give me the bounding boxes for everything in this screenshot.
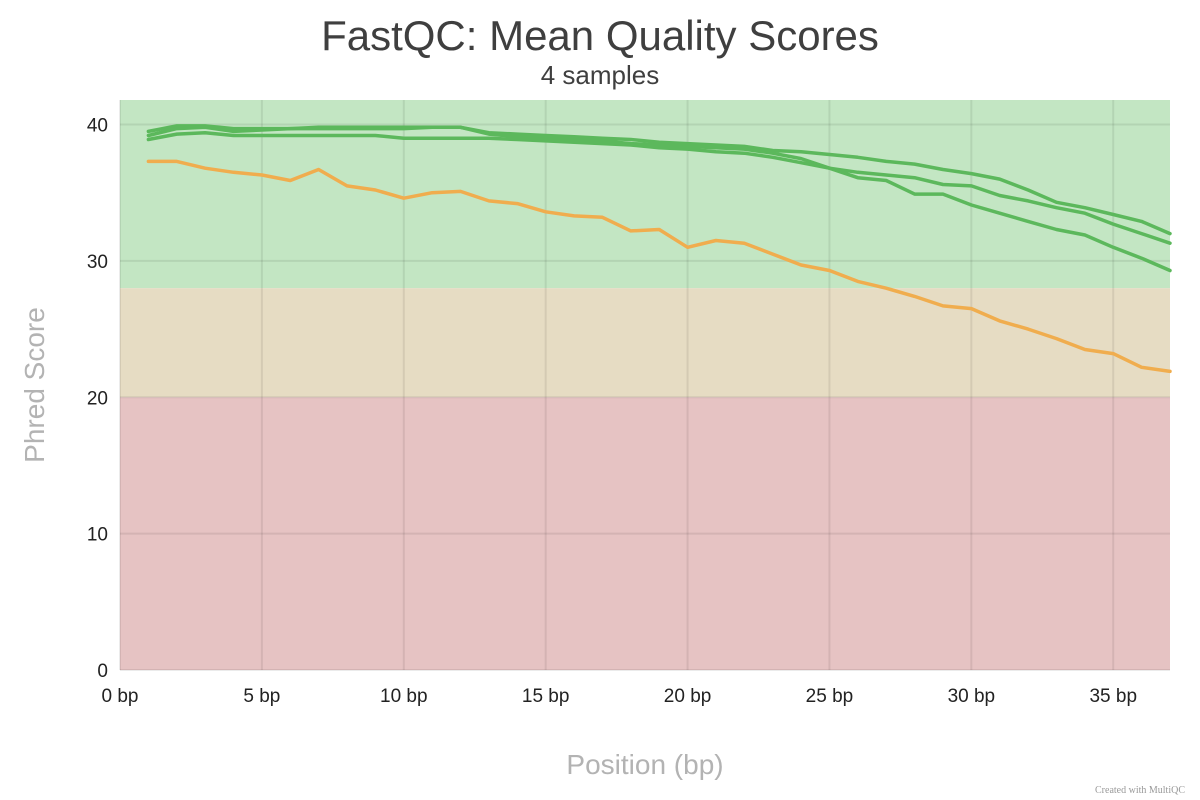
- x-axis-ticks: 0 bp 5 bp 10 bp 15 bp 20 bp 25 bp 30 bp 35 bp: [102, 686, 1138, 707]
- x-tick-label: 10 bp: [380, 686, 428, 707]
- grid-lines: [119, 100, 1170, 671]
- series-lines: [146, 124, 1172, 374]
- quality-band-1: [120, 288, 1170, 398]
- x-axis-label: Position (bp): [566, 749, 723, 780]
- y-axis-label: Phred Score: [19, 307, 50, 463]
- x-tick-label: 20 bp: [664, 686, 712, 707]
- credit-text: Created with MultiQC: [1095, 785, 1185, 796]
- chart-subtitle: 4 samples: [540, 60, 660, 90]
- y-tick-label: 40: [87, 116, 108, 137]
- series-line-2[interactable]: [146, 125, 1172, 273]
- x-tick-label: 25 bp: [806, 686, 854, 707]
- x-tick-label: 5 bp: [243, 686, 280, 707]
- y-tick-label: 10: [87, 525, 108, 546]
- quality-band-2: [120, 397, 1170, 670]
- series-line-4[interactable]: [146, 159, 1172, 374]
- x-tick-label: 35 bp: [1089, 686, 1137, 707]
- x-tick-label: 15 bp: [522, 686, 570, 707]
- y-tick-label: 30: [87, 252, 108, 273]
- y-axis-ticks: 0 10 20 30 40: [87, 116, 108, 682]
- y-tick-label: 0: [97, 661, 108, 682]
- y-tick-label: 20: [87, 388, 108, 409]
- series-line-3[interactable]: [146, 130, 1172, 245]
- x-tick-label: 0 bp: [102, 686, 139, 707]
- chart-title: FastQC: Mean Quality Scores: [321, 12, 879, 59]
- x-tick-label: 30 bp: [948, 686, 996, 707]
